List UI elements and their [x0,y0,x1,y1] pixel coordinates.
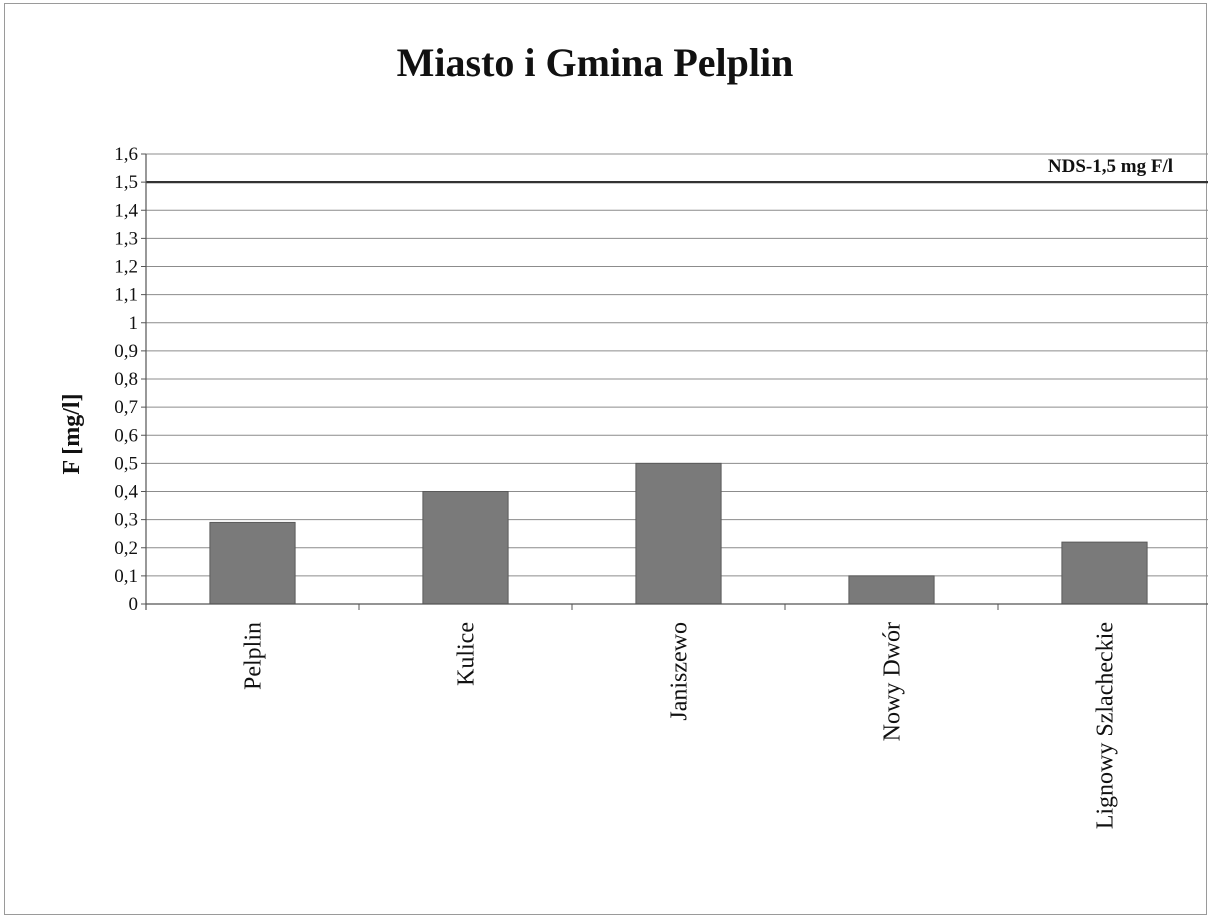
bars [209,462,1148,605]
y-tick-label: 0,6 [114,425,138,446]
bar [635,462,722,605]
y-tick-label: 1,4 [114,200,138,221]
category-labels: Pelplin Kulice Janiszewo Nowy Dwór Lignowy S… [241,622,1119,829]
y-tick-label: 0,1 [114,566,138,587]
bar [848,575,935,605]
y-axis-label: F [mg/l] [59,393,85,474]
category-label: Kulice [454,622,480,686]
bar [1061,541,1148,605]
reference-line-label: NDS-1,5 mg F/l [1048,156,1173,177]
bar [209,521,296,605]
category-label: Lignowy Szlacheckie [1093,622,1119,829]
y-tick-label: 1,6 [114,144,138,165]
category-label: Janiszewo [667,622,693,721]
y-tick-label: 0,7 [114,397,138,418]
chart-title: Miasto i Gmina Pelplin [397,40,794,85]
bar [422,491,509,605]
y-tick-labels: 0 0,1 0,2 0,3 0,4 0,5 0,6 0,7 0,8 0,9 1 1,1 1,2 1,3 1,… [114,144,146,615]
category-label: Nowy Dwór [880,622,906,741]
y-tick-label: 1,1 [114,285,138,306]
bar-chart: Miasto i Gmina Pelplin F [mg/l] 00,10,20… [59,40,1208,829]
y-tick-label: 1,2 [114,257,138,278]
y-tick-label: 0 [129,594,139,615]
gridlines [146,153,1208,577]
chart-frame: Miasto i Gmina Pelplin F [mg/l] 0 0,1 0,2 0… [4,3,1208,915]
category-label: Pelplin [241,622,267,690]
y-tick-label: 0,3 [114,510,138,531]
y-tick-label: 1 [129,313,139,334]
y-tick-label: 0,2 [114,538,138,559]
y-tick-label: 0,4 [114,482,138,503]
y-tick-label: 1,3 [114,228,138,249]
y-tick-label: 0,8 [114,369,138,390]
y-tick-label: 1,5 [114,172,138,193]
y-tick-label: 0,9 [114,341,138,362]
axes [145,154,1208,610]
y-tick-label: 0,5 [114,453,138,474]
